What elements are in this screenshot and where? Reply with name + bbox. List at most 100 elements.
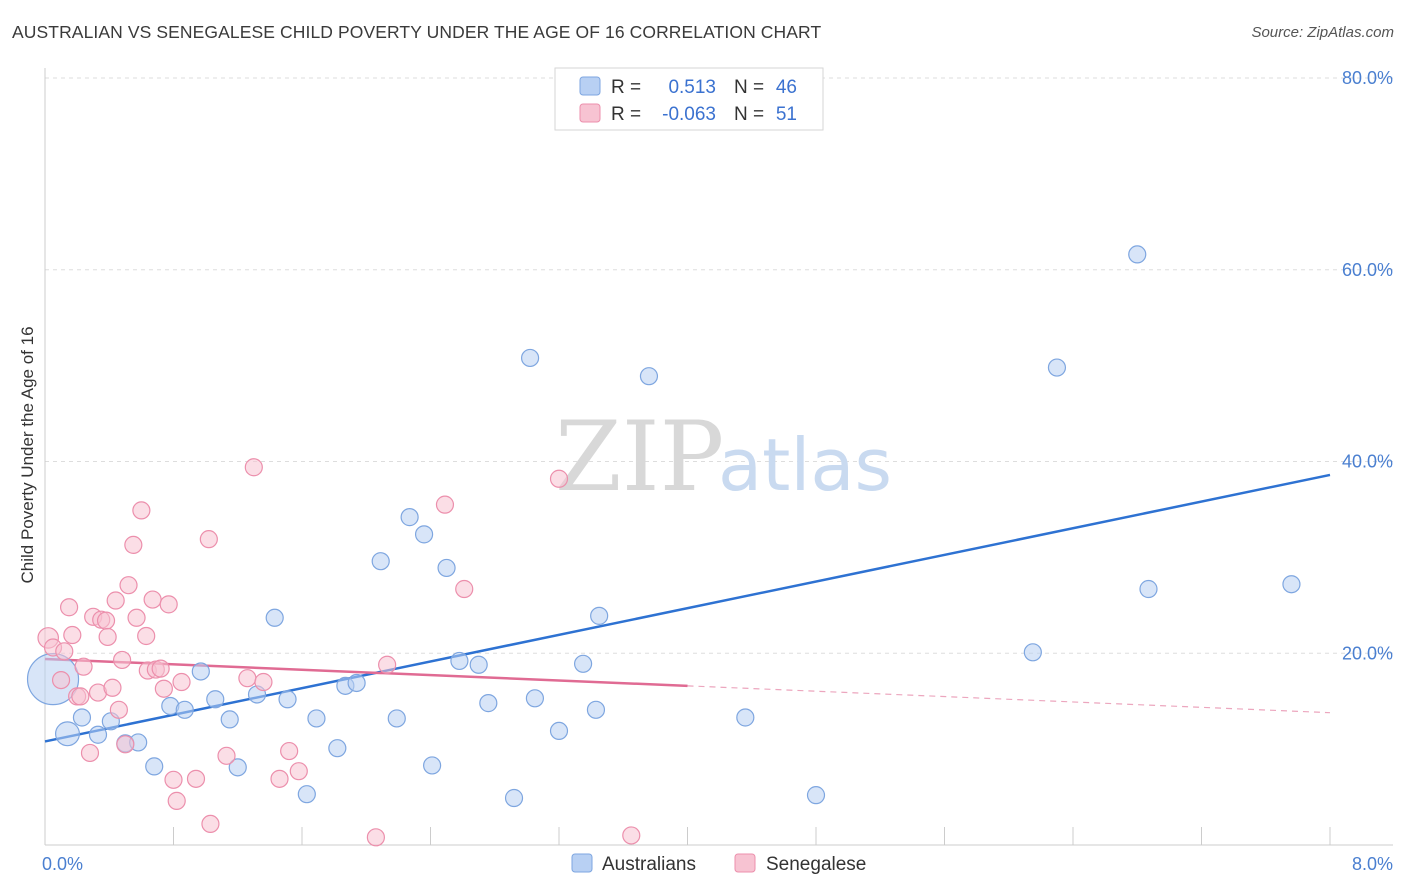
senegalese-point: [201, 814, 220, 834]
senegalese-points: [37, 458, 641, 847]
australians-point: [806, 786, 826, 805]
source-label: Source: ZipAtlas.com: [1251, 24, 1394, 41]
senegalese-point: [112, 650, 132, 670]
senegalese-point: [109, 700, 128, 719]
australians-point: [347, 673, 366, 693]
australians-point: [520, 348, 540, 368]
senegalese-point: [280, 741, 299, 761]
legend-n-value: 46: [776, 77, 797, 98]
senegalese-point: [119, 576, 138, 595]
senegalese-point: [106, 591, 125, 610]
senegalese-point: [289, 762, 308, 781]
senegalese-point: [199, 530, 218, 549]
australians-point: [437, 558, 456, 578]
senegalese-point: [217, 746, 236, 765]
chart-title: AUSTRALIAN VS SENEGALESE CHILD POVERTY U…: [12, 22, 822, 42]
x-tick-label: 8.0%: [1352, 854, 1393, 874]
legend-swatch-senegalese: [579, 103, 601, 123]
x-tick-labels: 0.0% 8.0%: [42, 854, 1393, 874]
australians-point: [371, 552, 390, 571]
legend-n-label: N =: [734, 104, 764, 125]
australians-point: [1282, 575, 1301, 594]
australians-point: [278, 690, 297, 709]
series-legend: Australians Senegalese: [571, 853, 866, 875]
senegalese-point: [167, 791, 186, 810]
australians-point: [228, 758, 247, 777]
australians-point: [1023, 643, 1042, 662]
australians-point: [175, 700, 194, 719]
senegalese-point: [254, 672, 273, 692]
y-tick-label: 20.0%: [1342, 643, 1393, 663]
senegalese-point: [159, 595, 178, 614]
senegalese-point: [51, 670, 71, 690]
australians-point: [586, 700, 606, 719]
legend-swatch-australians: [579, 76, 601, 96]
senegalese-point: [549, 469, 569, 488]
australians-point: [736, 708, 755, 727]
senegalese-point: [244, 458, 263, 477]
senegalese-point: [270, 769, 289, 788]
legend-r-label: R =: [611, 104, 641, 125]
australians-point: [72, 708, 92, 727]
senegalese-point: [435, 495, 455, 514]
y-tick-label: 40.0%: [1342, 452, 1393, 472]
australians-point: [450, 651, 469, 671]
y-axis-label: Child Poverty Under the Age of 16: [18, 326, 37, 583]
senegalese-point: [164, 770, 183, 789]
legend-n-label: N =: [734, 77, 764, 98]
senegalese-point: [74, 657, 93, 676]
senegalese-trend-extension: [687, 685, 1331, 714]
legend-n-value: 51: [776, 104, 797, 125]
senegalese-point: [80, 743, 100, 763]
australians-point: [1047, 358, 1067, 377]
y-tick-label: 80.0%: [1342, 68, 1393, 88]
australians-point: [1139, 579, 1158, 599]
australians-point: [297, 785, 316, 804]
senegalese-point: [63, 625, 82, 645]
watermark-zip: ZIP: [555, 401, 724, 513]
australians-point: [479, 694, 498, 713]
correlation-legend: R = 0.513 N = 46 R = -0.063 N = 51: [554, 67, 824, 131]
australians-point: [88, 725, 108, 744]
y-tick-labels: 20.0% 40.0% 60.0% 80.0%: [1342, 68, 1393, 663]
senegalese-point: [59, 598, 79, 617]
senegalese-point: [172, 672, 191, 692]
senegalese-point: [116, 735, 135, 754]
australians-point: [206, 690, 225, 709]
australians-trend-line: [44, 473, 1331, 743]
australians-point: [1128, 245, 1147, 264]
senegalese-point: [132, 501, 151, 520]
x-tick-label: 0.0%: [42, 854, 83, 874]
senegalese-point: [154, 679, 173, 698]
australians-point: [549, 721, 569, 741]
senegalese-point: [98, 627, 117, 647]
bottom-legend-australians: Australians: [602, 854, 696, 875]
australians-point: [54, 721, 80, 747]
axes: [44, 68, 1393, 846]
australians-point: [525, 689, 545, 708]
australians-point: [573, 654, 593, 673]
senegalese-point: [143, 590, 162, 609]
senegalese-point: [238, 669, 257, 688]
legend-r-value: -0.063: [662, 104, 716, 125]
australians-point: [328, 739, 347, 758]
watermark: ZIP atlas: [555, 401, 892, 513]
senegalese-point: [137, 626, 156, 646]
australians-point: [307, 709, 326, 728]
senegalese-point: [124, 535, 143, 555]
australians-point: [590, 606, 609, 625]
australians-point: [220, 710, 239, 729]
australians-points: [26, 245, 1301, 808]
senegalese-point: [71, 687, 90, 706]
bottom-legend-swatch-senegalese: [734, 853, 756, 873]
senegalese-point: [186, 769, 206, 788]
australians-point: [145, 757, 164, 776]
senegalese-point: [366, 828, 385, 847]
grid: [45, 77, 1393, 654]
trend-lines: [44, 473, 1331, 743]
senegalese-point: [455, 579, 474, 599]
legend-r-label: R =: [611, 77, 641, 98]
australians-point: [639, 367, 659, 386]
australians-point: [423, 756, 442, 775]
